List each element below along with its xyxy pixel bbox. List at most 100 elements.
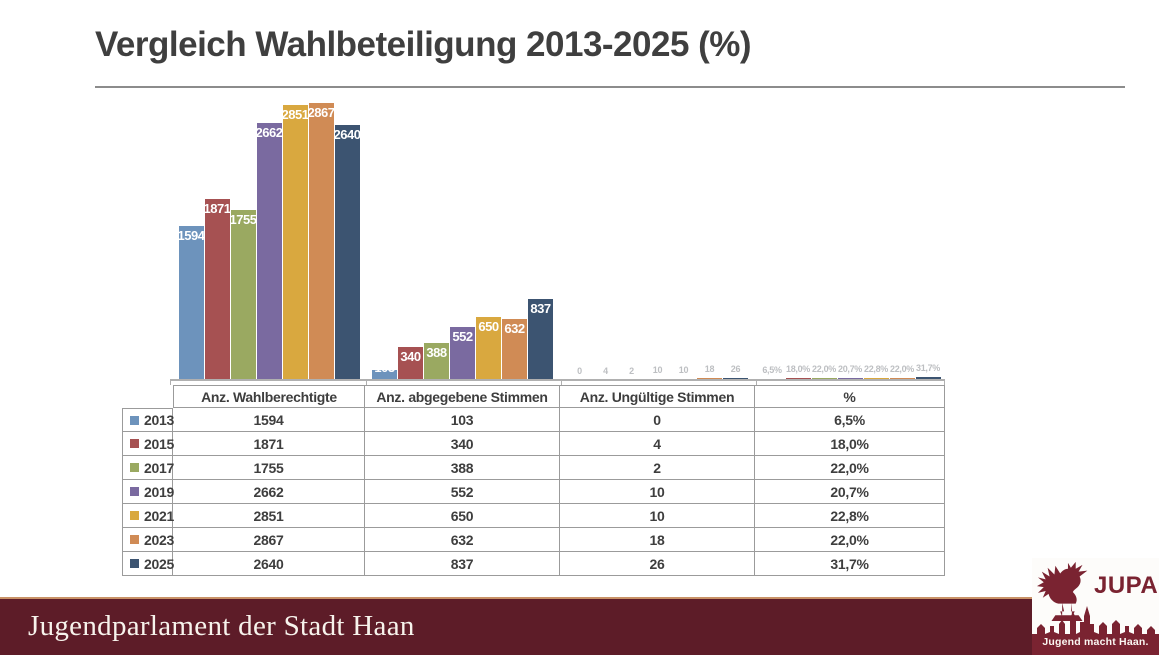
bar-slot: 22,0% bbox=[889, 103, 915, 380]
footer-title: Jugendparlament der Stadt Haan bbox=[28, 609, 415, 642]
bar-slot: 18 bbox=[697, 103, 722, 380]
table-cell: 20,7% bbox=[755, 480, 945, 504]
table-header-cell: Anz. Wahlberechtigte bbox=[173, 385, 365, 408]
table-year-cell: 2013 bbox=[122, 408, 174, 432]
bar-slot: 837 bbox=[528, 103, 553, 380]
bar-value-label: 18,0% bbox=[785, 364, 811, 375]
bar-2021-cat1 bbox=[282, 104, 308, 380]
table-cell: 2662 bbox=[173, 480, 365, 504]
table-header-cell: Anz. abgegebene Stimmen bbox=[365, 385, 560, 408]
year-color-swatch bbox=[130, 463, 139, 472]
jupa-logo: JUPA Jugend macht Haan. bbox=[1032, 558, 1159, 655]
bar-slot: 22,8% bbox=[863, 103, 889, 380]
bar-value-label: 1755 bbox=[229, 212, 257, 228]
bar-value-label: 18 bbox=[704, 364, 715, 375]
bar-slot: 20,7% bbox=[837, 103, 863, 380]
bar-value-label: 22,0% bbox=[811, 363, 837, 374]
bar-2017-cat4 bbox=[811, 377, 837, 380]
bar-value-label: 2867 bbox=[307, 105, 335, 120]
table-cell: 837 bbox=[365, 552, 560, 576]
bar-slot: 10 bbox=[645, 103, 670, 380]
bar-2025-cat4 bbox=[915, 376, 941, 380]
bar-slot: 632 bbox=[502, 103, 527, 380]
bar-chart: 1594 1871 1755 2662 2851 2867 2640 103 340 388 552… bbox=[0, 103, 1159, 380]
bar-2021-cat2 bbox=[476, 317, 501, 380]
bar-value-label: 2640 bbox=[333, 126, 361, 142]
bar-value-label: 632 bbox=[504, 320, 525, 336]
footer-bar: Jugendparlament der Stadt Haan bbox=[0, 597, 1159, 655]
bar-value-label: 20,7% bbox=[837, 364, 863, 374]
bar-2015-cat2 bbox=[398, 347, 423, 380]
axis-tick bbox=[944, 381, 945, 385]
chart-group-2: 103 340 388 552 650 632 837 bbox=[365, 103, 560, 380]
bar-value-label: 26 bbox=[730, 363, 741, 374]
bar-slot: 2867 bbox=[307, 103, 335, 380]
page-title: Vergleich Wahlbeteiligung 2013-2025 (%) bbox=[95, 25, 752, 64]
bar-slot: 1594 bbox=[177, 103, 205, 380]
table-cell: 388 bbox=[365, 456, 560, 480]
table-cell: 0 bbox=[560, 408, 755, 432]
bar-2019-cat1 bbox=[256, 122, 282, 380]
table-year-cell: 2025 bbox=[122, 552, 174, 576]
bar-value-label: 103 bbox=[374, 360, 395, 375]
table-cell: 10 bbox=[560, 480, 755, 504]
year-color-swatch bbox=[130, 535, 139, 544]
bar-2017-cat2 bbox=[424, 342, 449, 380]
bar-2017-cat1 bbox=[230, 210, 256, 380]
bar-slot: 10 bbox=[671, 103, 696, 380]
bar-slot: 18,0% bbox=[785, 103, 811, 380]
table-year-cell: 2019 bbox=[122, 480, 174, 504]
year-color-swatch bbox=[130, 487, 139, 496]
chart-group-1: 1594 1871 1755 2662 2851 2867 2640 bbox=[173, 103, 365, 380]
bar-slot: 4 bbox=[593, 103, 618, 380]
table-cell: 26 bbox=[560, 552, 755, 576]
bar-slot: 1871 bbox=[204, 103, 231, 380]
chart-group-3: 0 4 2 10 10 18 26 bbox=[560, 103, 755, 380]
year-label: 2013 bbox=[144, 412, 174, 428]
bar-slot: 2640 bbox=[333, 103, 361, 380]
bar-value-label: 4 bbox=[603, 365, 608, 376]
table-cell: 1594 bbox=[173, 408, 365, 432]
bar-2015-cat1 bbox=[204, 199, 230, 380]
bar-2023-cat4 bbox=[889, 377, 915, 380]
axis-tick bbox=[756, 381, 757, 385]
axis-tick bbox=[366, 381, 367, 385]
city-skyline-icon bbox=[1032, 606, 1159, 655]
bar-2025-cat1 bbox=[334, 124, 360, 380]
jupa-wordmark: JUPA bbox=[1094, 572, 1159, 599]
bar-value-label: 2 bbox=[629, 365, 634, 376]
table-cell: 31,7% bbox=[755, 552, 945, 576]
bar-value-label: 10 bbox=[678, 365, 689, 375]
table-year-cell: 2021 bbox=[122, 504, 174, 528]
table-header-cell: % bbox=[755, 385, 945, 408]
bar-value-label: 837 bbox=[530, 301, 551, 317]
bar-value-label: 388 bbox=[426, 344, 447, 360]
table-header-cell: Anz. Ungültige Stimmen bbox=[560, 385, 755, 408]
bar-value-label: 31,7% bbox=[915, 362, 941, 373]
bar-2023-cat2 bbox=[502, 318, 527, 380]
table-cell: 103 bbox=[365, 408, 560, 432]
bar-2023-cat1 bbox=[308, 103, 334, 380]
bar-value-label: 10 bbox=[652, 365, 663, 375]
table-cell: 552 bbox=[365, 480, 560, 504]
table-cell: 2867 bbox=[173, 528, 365, 552]
bar-value-label: 2851 bbox=[281, 106, 309, 122]
table-cell: 2851 bbox=[173, 504, 365, 528]
year-label: 2015 bbox=[144, 435, 174, 452]
table-cell: 18,0% bbox=[755, 432, 945, 456]
table-cell: 2 bbox=[560, 456, 755, 480]
title-divider bbox=[95, 86, 1125, 88]
bar-slot: 2 bbox=[619, 103, 644, 380]
bar-slot: 650 bbox=[476, 103, 501, 380]
year-label: 2025 bbox=[144, 555, 174, 572]
bar-2019-cat2 bbox=[450, 326, 475, 380]
bar-slot: 31,7% bbox=[915, 103, 941, 380]
bar-slot: 340 bbox=[398, 103, 423, 380]
year-color-swatch bbox=[130, 559, 139, 568]
year-label: 2021 bbox=[144, 507, 174, 524]
year-color-swatch bbox=[130, 511, 139, 520]
bar-value-label: 22,0% bbox=[889, 363, 915, 374]
year-label: 2023 bbox=[144, 531, 174, 548]
bar-value-label: 1594 bbox=[177, 228, 205, 243]
